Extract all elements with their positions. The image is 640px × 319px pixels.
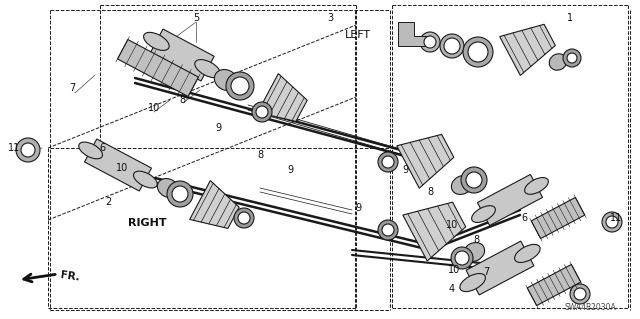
Circle shape bbox=[231, 77, 249, 95]
Polygon shape bbox=[477, 174, 543, 226]
Circle shape bbox=[256, 106, 268, 118]
Circle shape bbox=[466, 172, 482, 188]
Circle shape bbox=[567, 53, 577, 63]
Polygon shape bbox=[500, 24, 556, 75]
Circle shape bbox=[382, 224, 394, 236]
Text: 10: 10 bbox=[116, 163, 128, 173]
Text: 5: 5 bbox=[193, 13, 199, 23]
Ellipse shape bbox=[463, 242, 484, 262]
Polygon shape bbox=[466, 241, 534, 295]
Polygon shape bbox=[258, 74, 307, 122]
Text: 7: 7 bbox=[69, 83, 75, 93]
Ellipse shape bbox=[472, 206, 495, 222]
Circle shape bbox=[451, 247, 473, 269]
Polygon shape bbox=[118, 40, 198, 96]
Ellipse shape bbox=[451, 175, 472, 195]
Circle shape bbox=[455, 251, 469, 265]
Circle shape bbox=[574, 288, 586, 300]
Circle shape bbox=[602, 212, 622, 232]
Circle shape bbox=[21, 143, 35, 157]
Polygon shape bbox=[527, 264, 580, 306]
Text: 6: 6 bbox=[521, 213, 527, 223]
Circle shape bbox=[238, 212, 250, 224]
Ellipse shape bbox=[214, 70, 237, 91]
Text: 10: 10 bbox=[446, 220, 458, 230]
Circle shape bbox=[570, 284, 590, 304]
Polygon shape bbox=[150, 29, 214, 81]
Circle shape bbox=[424, 36, 436, 48]
Text: 9: 9 bbox=[402, 165, 408, 175]
Polygon shape bbox=[531, 197, 585, 239]
Text: 9: 9 bbox=[355, 203, 361, 213]
Polygon shape bbox=[397, 134, 454, 188]
Text: LEFT: LEFT bbox=[345, 30, 371, 40]
Circle shape bbox=[440, 34, 464, 58]
Circle shape bbox=[444, 38, 460, 54]
Circle shape bbox=[420, 32, 440, 52]
Circle shape bbox=[606, 216, 618, 228]
Text: 11: 11 bbox=[610, 213, 622, 223]
Polygon shape bbox=[84, 139, 152, 191]
Text: 10: 10 bbox=[448, 265, 460, 275]
Circle shape bbox=[563, 49, 581, 67]
Ellipse shape bbox=[143, 32, 169, 50]
Ellipse shape bbox=[134, 171, 157, 188]
Text: SWA4B2030A: SWA4B2030A bbox=[564, 303, 616, 313]
Text: 10: 10 bbox=[148, 103, 160, 113]
Circle shape bbox=[167, 181, 193, 207]
Text: 3: 3 bbox=[327, 13, 333, 23]
Circle shape bbox=[378, 220, 398, 240]
Circle shape bbox=[234, 208, 254, 228]
Circle shape bbox=[226, 72, 254, 100]
Text: 8: 8 bbox=[473, 235, 479, 245]
Ellipse shape bbox=[79, 142, 102, 159]
Circle shape bbox=[16, 138, 40, 162]
Circle shape bbox=[378, 152, 398, 172]
Circle shape bbox=[172, 186, 188, 202]
Text: 11: 11 bbox=[8, 143, 20, 153]
Ellipse shape bbox=[515, 244, 540, 263]
Text: 4: 4 bbox=[449, 284, 455, 294]
Circle shape bbox=[382, 156, 394, 168]
Ellipse shape bbox=[157, 179, 179, 197]
Text: RIGHT: RIGHT bbox=[128, 218, 166, 228]
Polygon shape bbox=[403, 202, 466, 261]
Text: 9: 9 bbox=[287, 165, 293, 175]
Text: FR.: FR. bbox=[60, 270, 81, 282]
Ellipse shape bbox=[195, 60, 220, 78]
Circle shape bbox=[461, 167, 487, 193]
Text: 9: 9 bbox=[215, 123, 221, 133]
Text: 2: 2 bbox=[105, 197, 111, 207]
Ellipse shape bbox=[525, 178, 548, 194]
Text: 8: 8 bbox=[427, 187, 433, 197]
Text: 8: 8 bbox=[179, 95, 185, 105]
Polygon shape bbox=[189, 181, 239, 228]
Text: 7: 7 bbox=[483, 267, 489, 277]
Circle shape bbox=[252, 102, 272, 122]
Ellipse shape bbox=[549, 54, 567, 70]
Text: 8: 8 bbox=[257, 150, 263, 160]
Text: 1: 1 bbox=[567, 13, 573, 23]
Text: 6: 6 bbox=[99, 143, 105, 153]
Circle shape bbox=[463, 37, 493, 67]
Polygon shape bbox=[398, 22, 426, 46]
Circle shape bbox=[468, 42, 488, 62]
Ellipse shape bbox=[460, 273, 485, 292]
